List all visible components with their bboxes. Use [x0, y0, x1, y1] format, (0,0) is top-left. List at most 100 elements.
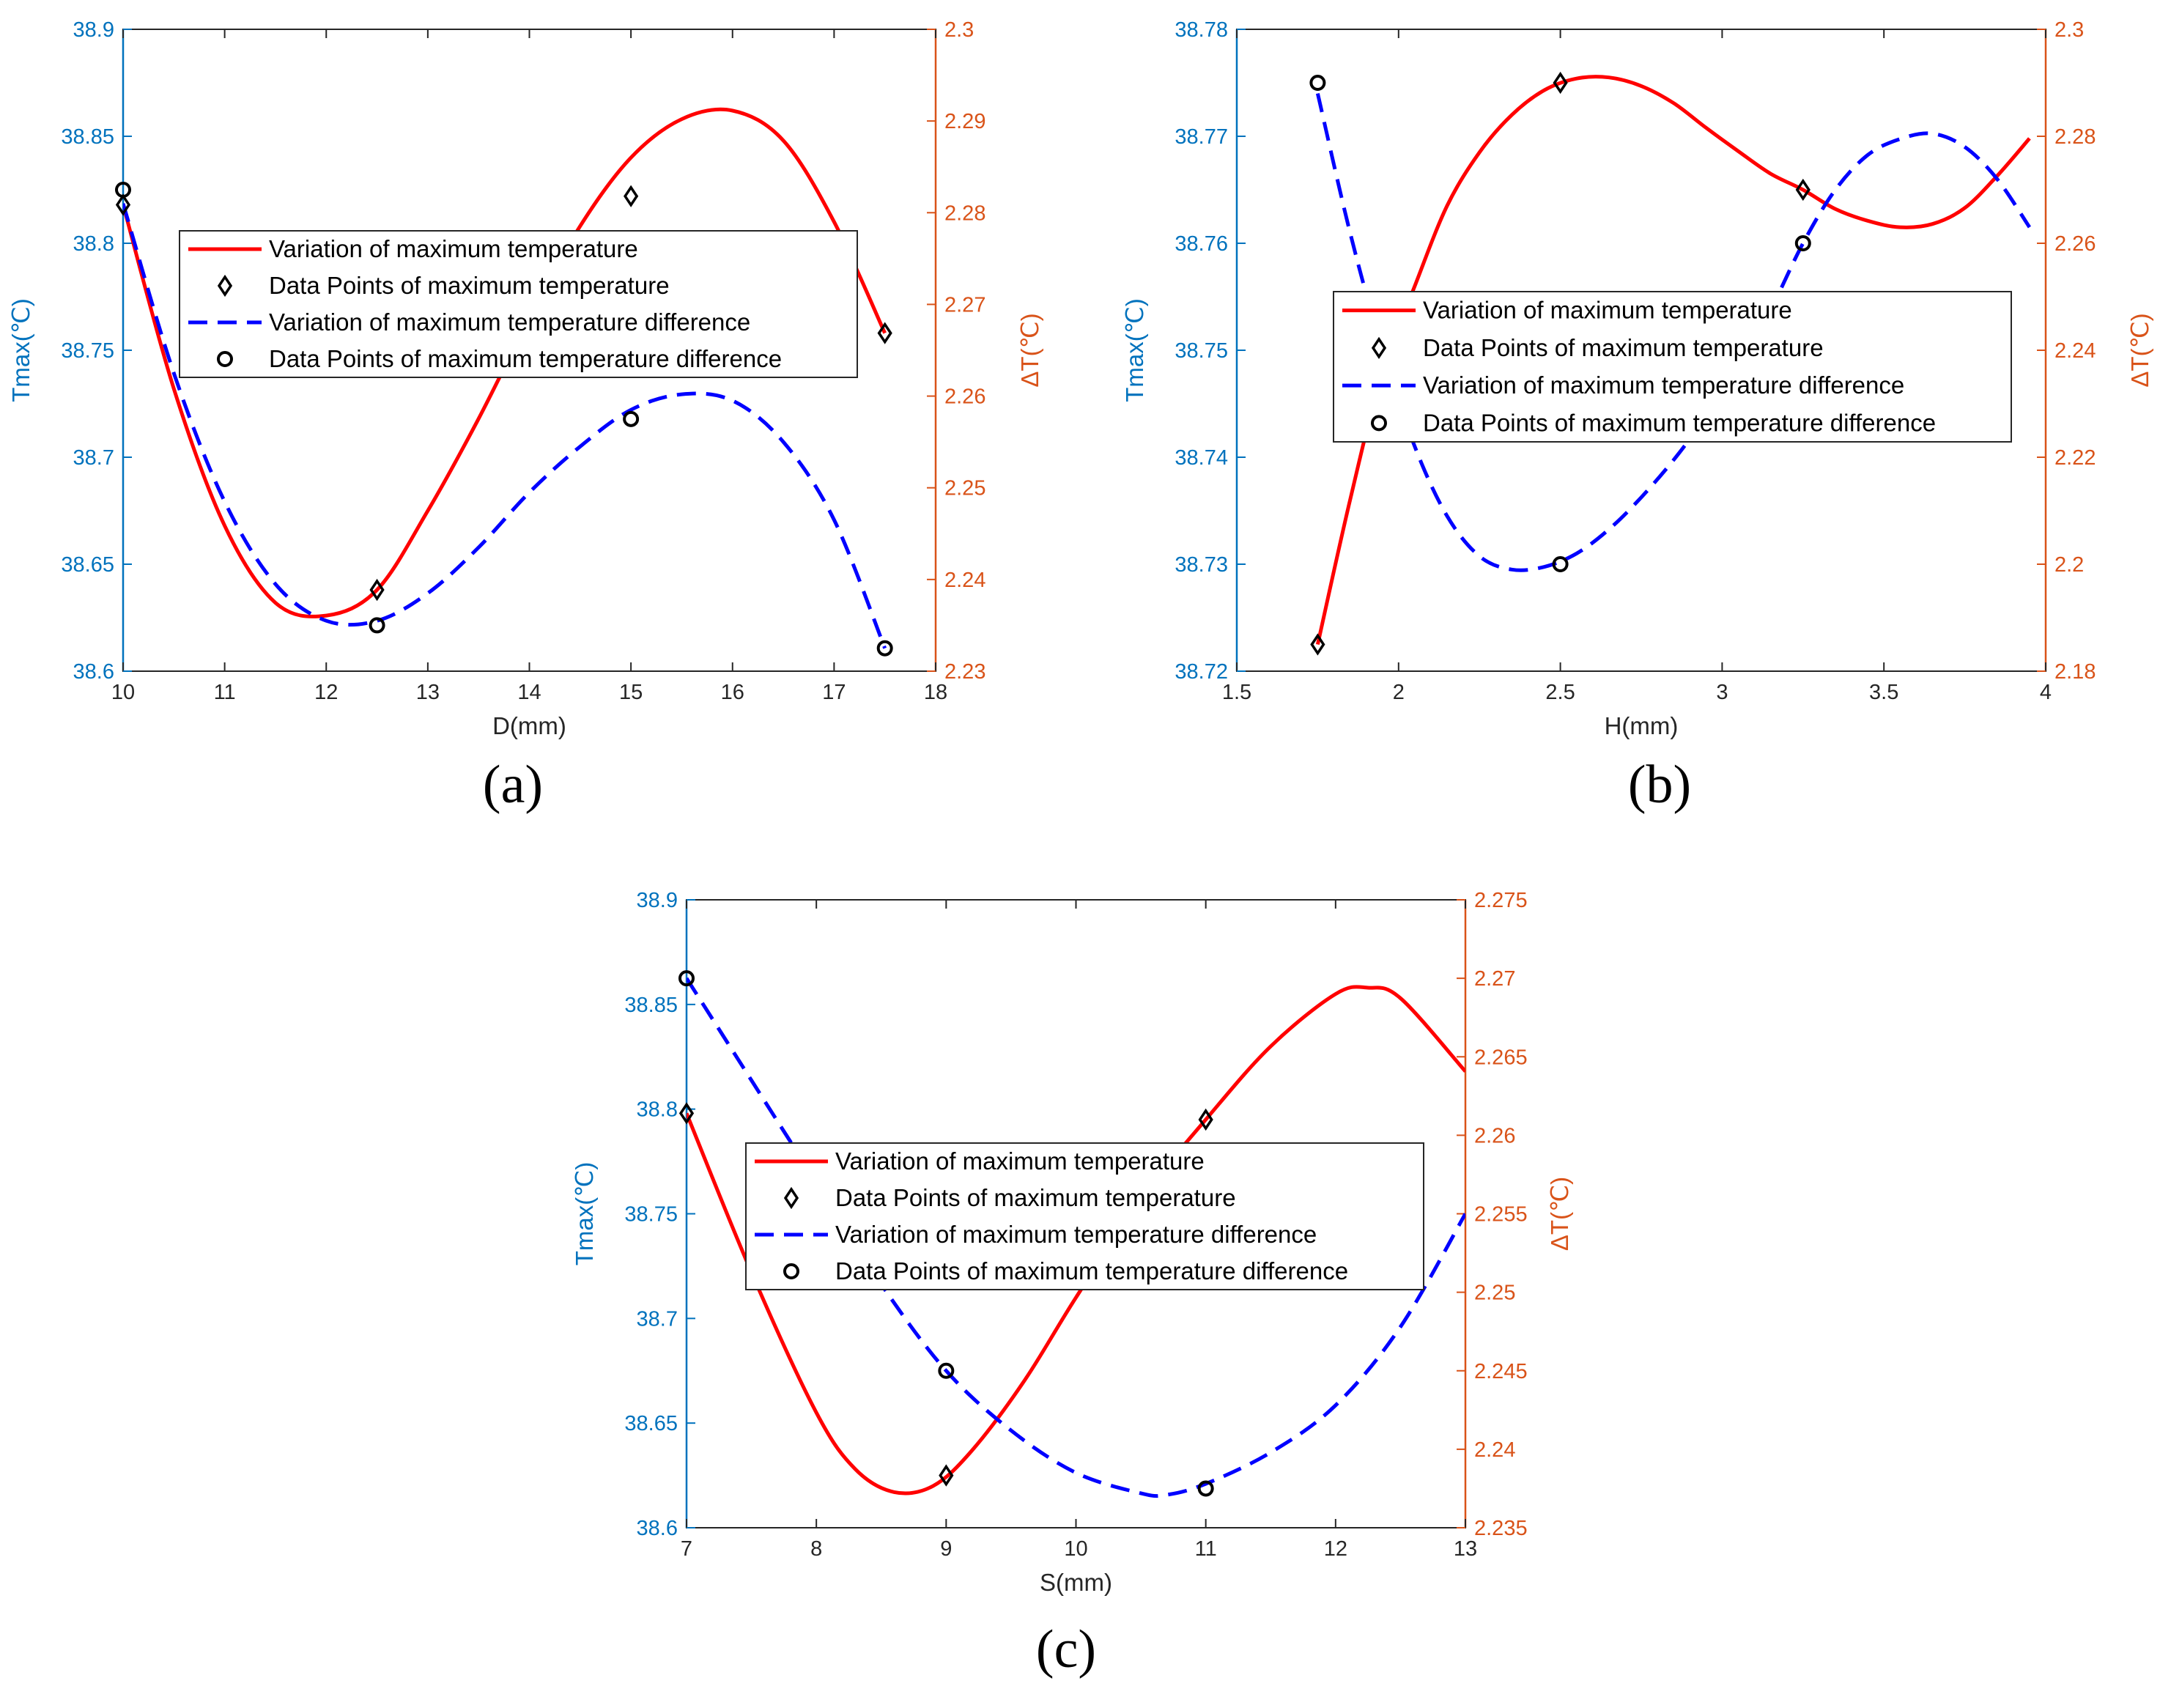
right-y-axis-label: ΔT(℃) — [2126, 313, 2153, 387]
right-y-tick-label: 2.275 — [1474, 889, 1528, 912]
legend-swatch-tmax-marker — [783, 1186, 799, 1210]
left-y-tick-label: 38.85 — [624, 994, 678, 1017]
left-y-tick-label: 38.8 — [73, 232, 114, 256]
right-y-tick-label: 2.25 — [944, 477, 985, 500]
legend-label: Data Points of maximum temperature — [269, 272, 670, 299]
legend-box — [1333, 291, 2012, 443]
dt-data-point — [1309, 75, 1326, 91]
right-y-tick-label: 2.25 — [1474, 1282, 1515, 1305]
dt-data-point — [1552, 556, 1569, 572]
tmax-data-point — [1198, 1108, 1213, 1131]
right-y-tick-label: 2.23 — [944, 660, 985, 684]
left-y-tick-label: 38.77 — [1175, 125, 1228, 149]
x-axis-label: S(mm) — [1040, 1569, 1112, 1596]
dt-curve — [123, 203, 887, 649]
right-y-tick-label: 2.255 — [1474, 1203, 1528, 1227]
left-y-tick-label: 38.9 — [73, 18, 114, 42]
right-y-tick-label: 2.27 — [944, 293, 985, 317]
x-tick-label: 18 — [924, 681, 947, 704]
right-y-tick-label: 2.26 — [1474, 1124, 1515, 1147]
right-y-tick-label: 2.26 — [2054, 232, 2096, 256]
right-y-tick-label: 2.22 — [2054, 446, 2096, 470]
legend-swatch-dt-marker — [217, 351, 233, 367]
x-axis-label: D(mm) — [492, 712, 566, 739]
x-tick-label: 3 — [1716, 681, 1728, 704]
left-y-tick-label: 38.74 — [1175, 446, 1228, 470]
tmax-data-point — [1310, 633, 1325, 656]
dt-data-point — [1197, 1480, 1214, 1497]
right-y-tick-label: 2.24 — [1474, 1438, 1515, 1462]
x-tick-label: 10 — [111, 681, 135, 704]
tmax-data-point — [1553, 71, 1568, 95]
tmax-curve — [123, 107, 887, 618]
right-y-tick-label: 2.28 — [944, 202, 985, 225]
tmax-curve — [687, 985, 1465, 1496]
dt-data-point — [1794, 235, 1811, 251]
legend: Variation of maximum temperature Data Poi… — [745, 1142, 1424, 1290]
right-y-tick-label: 2.18 — [2054, 660, 2096, 684]
legend-label: Variation of maximum temperature differe… — [1423, 371, 1904, 399]
legend: Variation of maximum temperature Data Poi… — [1333, 291, 2012, 443]
right-y-tick-label: 2.3 — [944, 18, 974, 42]
series-group — [123, 107, 887, 649]
dt-data-point — [876, 640, 893, 657]
x-tick-label: 2 — [1393, 681, 1405, 704]
tmax-data-point — [678, 1102, 695, 1125]
tmax-data-point — [369, 578, 385, 602]
dt-data-point — [678, 970, 695, 987]
left-y-tick-label: 38.78 — [1175, 18, 1228, 42]
right-y-tick-label: 2.235 — [1474, 1517, 1528, 1540]
x-tick-label: 2.5 — [1545, 681, 1575, 704]
dt-data-point — [369, 617, 385, 634]
x-tick-label: 14 — [517, 681, 541, 704]
x-tick-label: 12 — [1324, 1537, 1347, 1561]
right-y-tick-label: 2.24 — [2054, 339, 2096, 363]
left-y-tick-label: 38.8 — [637, 1098, 678, 1122]
right-y-tick-label: 2.28 — [2054, 125, 2096, 149]
legend-swatch-dt-marker — [783, 1263, 799, 1279]
tmax-data-point — [624, 185, 639, 207]
x-tick-label: 15 — [619, 681, 643, 704]
right-y-axis-label: ΔT(℃) — [1546, 1177, 1573, 1251]
x-tick-label: 11 — [1195, 1537, 1217, 1561]
dt-curve — [1315, 93, 2031, 572]
chart-panel-c: 7 8 9 10 11 12 13 38.6 38.65 38.7 38.75 38.8 38.85 38… — [571, 889, 1573, 1679]
legend-swatch-dt-marker — [1371, 415, 1387, 432]
right-y-tick-label: 2.24 — [944, 569, 985, 592]
x-tick-label: 11 — [214, 681, 236, 704]
right-y-tick-label: 2.29 — [944, 110, 985, 133]
left-y-tick-label: 38.73 — [1175, 553, 1228, 577]
panel-label: (a) — [483, 755, 543, 815]
legend-label: Variation of maximum temperature — [269, 235, 638, 262]
dt-data-point — [938, 1362, 955, 1379]
chart-panel-b: 1.5 2 2.5 3 3.5 4 38.72 38.73 38.74 38.75 38.76 38.… — [1121, 18, 2153, 815]
left-y-tick-label: 38.85 — [61, 125, 114, 149]
x-tick-label: 1.5 — [1222, 681, 1251, 704]
legend-swatch-tmax-marker — [1371, 336, 1387, 360]
right-y-tick-label: 2.245 — [1474, 1360, 1528, 1383]
chart-panel-a: 10 11 12 13 14 15 16 17 18 38.6 38.65 38.7 38.75 38.8… — [7, 18, 1043, 815]
left-y-tick-label: 38.7 — [73, 446, 114, 470]
left-y-tick-label: 38.9 — [637, 889, 678, 912]
left-y-tick-label: 38.6 — [73, 660, 114, 684]
right-y-tick-label: 2.3 — [2054, 18, 2084, 42]
right-y-tick-label: 2.2 — [2054, 553, 2084, 577]
left-y-axis-label: Tmax(℃) — [1121, 298, 1148, 402]
x-tick-label: 3.5 — [1869, 681, 1898, 704]
legend-label: Variation of maximum temperature differe… — [269, 308, 750, 336]
x-tick-label: 8 — [810, 1537, 822, 1561]
tmax-data-point — [1795, 178, 1811, 202]
legend-label: Data Points of maximum temperature diffe… — [835, 1257, 1348, 1284]
x-tick-label: 12 — [314, 681, 338, 704]
right-y-tick-label: 2.26 — [944, 385, 985, 409]
tmax-data-point — [115, 193, 131, 216]
legend-label: Variation of maximum temperature differe… — [835, 1221, 1317, 1248]
left-y-tick-label: 38.7 — [637, 1307, 678, 1331]
x-tick-label: 16 — [721, 681, 744, 704]
left-y-tick-label: 38.65 — [61, 553, 114, 577]
x-tick-label: 7 — [681, 1537, 692, 1561]
right-y-axis-label: ΔT(℃) — [1016, 313, 1043, 387]
left-y-tick-label: 38.6 — [637, 1517, 678, 1540]
legend-label: Data Points of maximum temperature — [835, 1184, 1236, 1211]
